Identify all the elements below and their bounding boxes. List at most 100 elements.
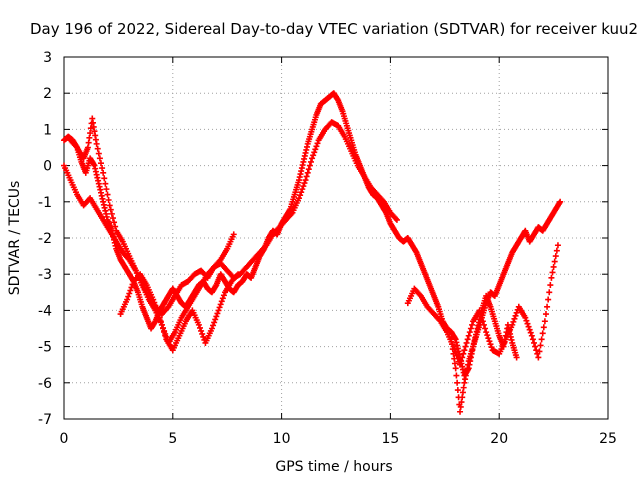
data-point bbox=[513, 354, 520, 361]
data-point bbox=[104, 191, 111, 198]
y-tick-label: 2 bbox=[43, 86, 52, 102]
data-point bbox=[557, 198, 564, 205]
data-point bbox=[535, 354, 542, 361]
data-point bbox=[485, 335, 492, 342]
data-point bbox=[235, 271, 242, 278]
data-point bbox=[106, 202, 113, 209]
data-point bbox=[457, 361, 464, 368]
data-point bbox=[199, 330, 206, 337]
data-point bbox=[208, 325, 215, 332]
series-track-c bbox=[67, 115, 400, 346]
tick-layer bbox=[63, 56, 609, 420]
data-point bbox=[216, 304, 223, 311]
data-point bbox=[453, 352, 460, 359]
y-tick-label: -4 bbox=[38, 303, 52, 319]
x-tick-label: 15 bbox=[381, 431, 399, 447]
data-point bbox=[552, 253, 559, 260]
data-point bbox=[529, 336, 536, 343]
data-point bbox=[454, 379, 461, 386]
data-point bbox=[393, 216, 400, 223]
chart-title: Day 196 of 2022, Sidereal Day-to-day VTE… bbox=[30, 20, 638, 38]
data-point bbox=[539, 330, 546, 337]
data-point bbox=[296, 195, 303, 202]
data-point bbox=[464, 336, 471, 343]
data-point bbox=[463, 339, 470, 346]
data-point bbox=[230, 231, 237, 238]
x-tick-label: 20 bbox=[490, 431, 508, 447]
data-point bbox=[550, 263, 557, 270]
data-point bbox=[100, 169, 107, 176]
data-point bbox=[553, 247, 560, 254]
x-tick-label: 10 bbox=[273, 431, 291, 447]
y-tick-label: -7 bbox=[38, 412, 52, 428]
data-point bbox=[211, 319, 218, 326]
data-point bbox=[311, 149, 318, 156]
data-point bbox=[302, 177, 309, 184]
data-point bbox=[454, 387, 461, 394]
data-point bbox=[214, 310, 221, 317]
data-point bbox=[452, 365, 459, 372]
data-point bbox=[198, 327, 205, 334]
tick-label-layer: 0 5 10 15 20 25 -7 -6 -5 -4 -3 -2 -1 0 1 2 3 bbox=[38, 50, 617, 447]
x-tick-label: 25 bbox=[599, 431, 617, 447]
data-point bbox=[513, 309, 520, 316]
data-point bbox=[486, 338, 493, 345]
data-point bbox=[160, 325, 167, 332]
data-point bbox=[200, 333, 207, 340]
data-point bbox=[303, 173, 310, 180]
data-point bbox=[217, 301, 224, 308]
data-point bbox=[453, 372, 460, 379]
data-point bbox=[532, 343, 539, 350]
series-track-d bbox=[117, 271, 242, 354]
data-point bbox=[94, 145, 101, 152]
data-point bbox=[111, 219, 118, 226]
y-tick-label: 1 bbox=[43, 122, 52, 138]
data-point bbox=[487, 341, 494, 348]
data-point bbox=[97, 160, 104, 167]
data-point bbox=[548, 274, 555, 281]
data-point bbox=[538, 336, 545, 343]
data-point bbox=[459, 354, 466, 361]
data-point bbox=[312, 146, 319, 153]
data-point bbox=[309, 155, 316, 162]
data-point bbox=[96, 155, 103, 162]
data-point bbox=[304, 169, 311, 176]
data-point bbox=[128, 284, 135, 291]
data-point bbox=[300, 183, 307, 190]
data-point bbox=[537, 342, 544, 349]
data-point bbox=[524, 320, 531, 327]
data-point bbox=[219, 295, 226, 302]
data-point bbox=[488, 344, 495, 351]
y-axis-label: SDTVAR / TECUs bbox=[7, 181, 23, 296]
x-tick-label: 5 bbox=[168, 431, 177, 447]
data-point bbox=[306, 162, 313, 169]
marker-layer bbox=[61, 90, 564, 415]
data-point bbox=[103, 186, 110, 193]
y-tick-label: -5 bbox=[38, 340, 52, 356]
data-point bbox=[154, 308, 161, 315]
data-point bbox=[298, 189, 305, 196]
data-point bbox=[546, 289, 553, 296]
data-point bbox=[158, 321, 165, 328]
data-point bbox=[483, 329, 490, 336]
data-point bbox=[112, 223, 119, 230]
data-point bbox=[126, 290, 133, 297]
data-point bbox=[301, 180, 308, 187]
y-tick-label: -6 bbox=[38, 376, 52, 392]
data-point bbox=[314, 140, 321, 147]
data-point bbox=[299, 186, 306, 193]
data-point bbox=[527, 329, 534, 336]
y-tick-label: 0 bbox=[43, 159, 52, 175]
data-point bbox=[313, 143, 320, 150]
data-point bbox=[153, 305, 160, 312]
data-point bbox=[99, 165, 106, 172]
data-point bbox=[531, 339, 538, 346]
data-point bbox=[125, 293, 132, 300]
data-point bbox=[150, 296, 157, 303]
data-point bbox=[101, 175, 108, 182]
data-point bbox=[462, 343, 469, 350]
data-point bbox=[152, 302, 159, 309]
data-point bbox=[307, 158, 314, 165]
data-point bbox=[109, 215, 116, 222]
